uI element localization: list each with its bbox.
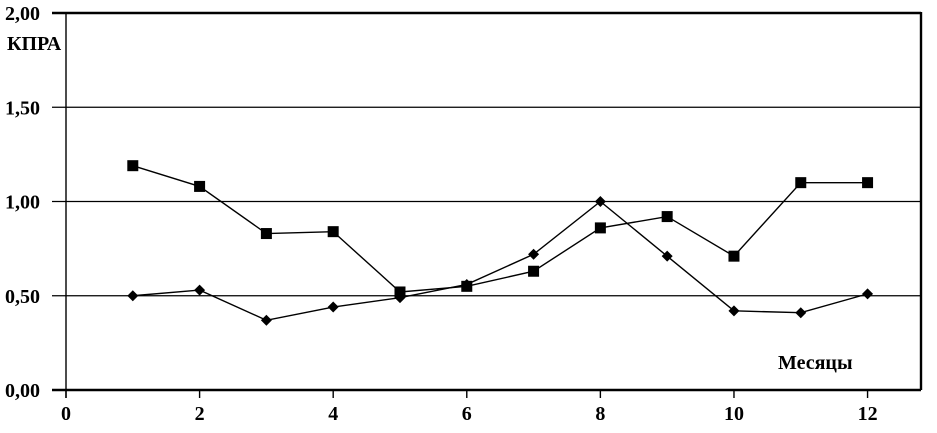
y-tick-label: 1,00 bbox=[5, 192, 40, 214]
series-diamond-marker bbox=[728, 305, 740, 317]
x-tick-label: 4 bbox=[328, 403, 338, 425]
x-tick-label: 0 bbox=[61, 403, 71, 425]
y-tick-label: 2,00 bbox=[5, 3, 40, 25]
series-diamond-marker bbox=[327, 301, 339, 313]
x-tick-label: 8 bbox=[595, 403, 605, 425]
series-square-marker bbox=[127, 160, 139, 172]
series-diamond-marker bbox=[394, 292, 406, 304]
series-diamond-marker bbox=[194, 284, 206, 296]
series-square-marker bbox=[862, 177, 874, 189]
series-square-marker bbox=[528, 265, 540, 277]
series-diamond-marker bbox=[594, 196, 606, 207]
series-diamond-marker bbox=[795, 307, 807, 319]
series-square-line bbox=[132, 165, 868, 293]
y-tick-label: 0,00 bbox=[5, 380, 40, 402]
x-axis-title: Месяцы bbox=[778, 352, 853, 374]
series-square-marker bbox=[795, 177, 807, 189]
series-square-marker bbox=[260, 228, 272, 240]
y-axis-title: КПРА bbox=[7, 33, 62, 55]
x-tick-label: 2 bbox=[195, 403, 205, 425]
series-diamond-marker bbox=[862, 288, 874, 300]
series-square-marker bbox=[728, 250, 740, 262]
series-diamond-line bbox=[132, 200, 868, 321]
series-square-marker bbox=[594, 222, 606, 234]
series-diamond-marker bbox=[260, 314, 272, 326]
series-diamond-marker bbox=[528, 248, 540, 260]
series-square-marker bbox=[327, 226, 339, 238]
series-square-marker bbox=[194, 180, 206, 192]
x-tick-label: 12 bbox=[858, 403, 878, 425]
series-diamond-marker bbox=[461, 278, 473, 290]
series-diamond-marker bbox=[661, 250, 673, 262]
series-square-marker bbox=[394, 286, 406, 298]
series-square-marker bbox=[661, 211, 673, 223]
series-diamond-marker bbox=[127, 290, 139, 302]
x-tick-label: 10 bbox=[724, 403, 744, 425]
x-tick-label: 6 bbox=[462, 403, 472, 425]
y-tick-label: 1,50 bbox=[5, 97, 40, 119]
y-tick-label: 0,50 bbox=[5, 286, 40, 308]
